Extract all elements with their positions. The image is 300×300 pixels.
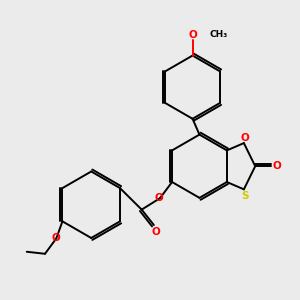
Text: O: O — [152, 227, 160, 237]
Text: S: S — [242, 191, 249, 201]
Text: CH₃: CH₃ — [210, 30, 228, 39]
Text: O: O — [155, 193, 164, 203]
Text: O: O — [188, 30, 197, 40]
Text: O: O — [273, 161, 281, 171]
Text: O: O — [240, 133, 249, 143]
Text: O: O — [51, 232, 60, 243]
